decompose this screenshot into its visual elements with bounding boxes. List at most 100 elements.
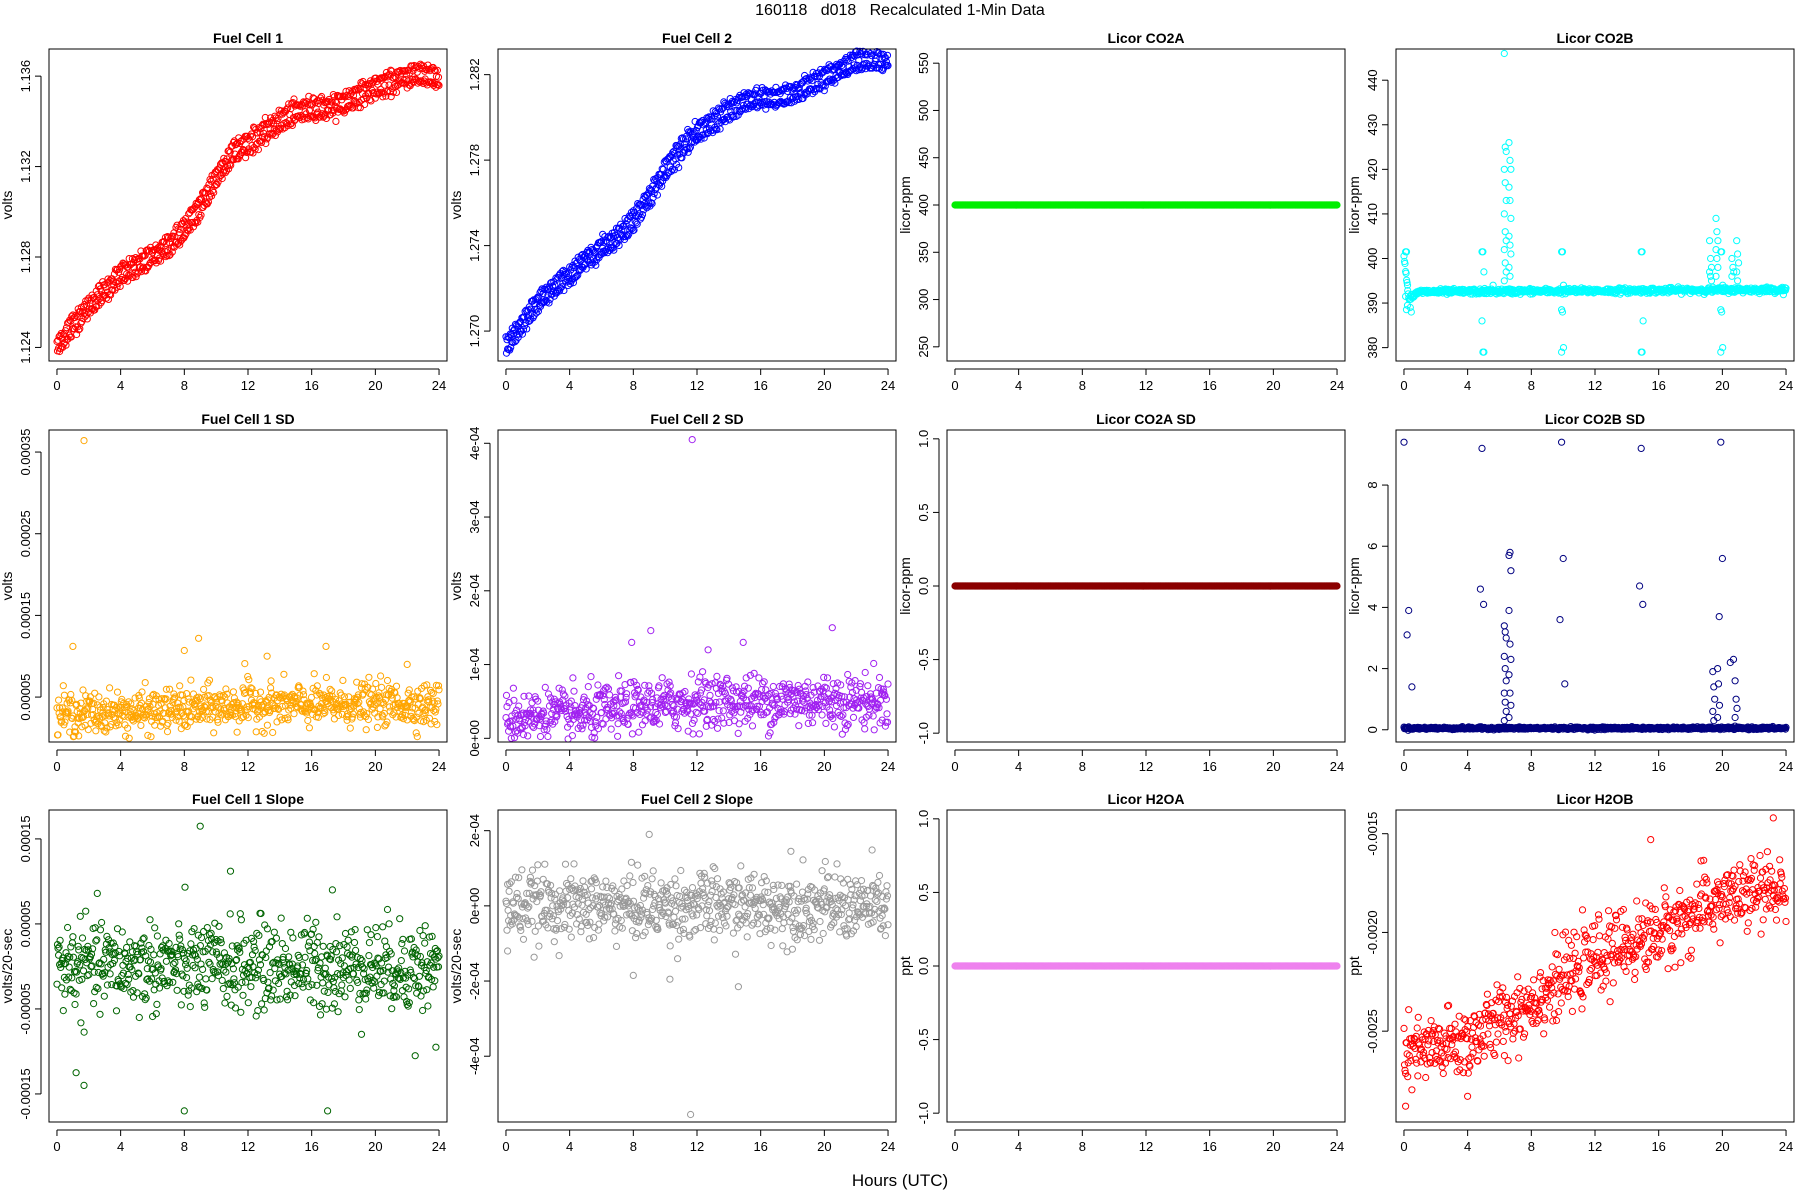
points-fc1sd <box>53 437 443 742</box>
data-point <box>633 220 641 228</box>
x-tick-label: 20 <box>817 378 831 393</box>
data-point <box>284 104 292 112</box>
x-tick-label: 12 <box>1588 378 1602 393</box>
data-point <box>599 230 607 238</box>
data-point <box>857 66 866 74</box>
data-point <box>330 715 338 723</box>
data-point <box>869 712 877 720</box>
data-point <box>615 672 623 680</box>
data-point <box>137 721 145 730</box>
data-point <box>528 699 536 707</box>
data-point <box>744 684 752 692</box>
data-point <box>85 305 94 313</box>
data-point <box>781 81 790 89</box>
data-point <box>784 87 792 96</box>
panel-title: Fuel Cell 1 SD <box>201 411 294 427</box>
data-point <box>675 164 683 172</box>
data-point <box>200 685 208 694</box>
data-point <box>204 198 212 206</box>
data-point <box>1734 277 1742 285</box>
data-point <box>739 638 747 647</box>
data-point <box>884 62 892 70</box>
y-tick-label: 440 <box>1365 69 1380 91</box>
data-point <box>592 261 600 269</box>
data-point <box>346 724 354 732</box>
data-point <box>508 338 516 346</box>
y-tick-label: 410 <box>1365 203 1380 225</box>
data-point <box>822 719 830 728</box>
data-point <box>699 668 707 676</box>
data-point <box>830 723 839 731</box>
data-point <box>288 121 296 130</box>
data-point <box>77 319 85 327</box>
data-point <box>55 696 63 704</box>
data-point <box>688 436 696 444</box>
x-tick-label: 24 <box>881 378 895 393</box>
x-tick-label: 12 <box>241 378 255 393</box>
data-point <box>233 728 241 736</box>
data-point <box>870 659 878 668</box>
data-point <box>163 728 172 736</box>
x-tick-label: 12 <box>690 378 704 393</box>
data-point <box>1500 210 1508 218</box>
x-tick-label: 4 <box>117 378 124 393</box>
data-point <box>223 162 232 170</box>
data-point <box>113 688 122 696</box>
y-tick-label: 420 <box>1365 158 1380 180</box>
data-point <box>618 226 626 234</box>
data-point <box>167 244 175 252</box>
y-tick-label: 2e-04 <box>467 574 482 607</box>
data-point <box>296 113 304 122</box>
data-point <box>157 257 165 265</box>
data-point <box>678 134 687 142</box>
data-point <box>714 104 723 112</box>
data-point <box>1734 250 1742 258</box>
data-point <box>1728 254 1736 263</box>
data-point <box>248 133 257 141</box>
x-tick-label: 0 <box>1400 378 1407 393</box>
data-point <box>686 129 694 137</box>
data-point <box>510 329 518 337</box>
data-point <box>208 192 216 200</box>
data-point <box>526 305 535 313</box>
data-point <box>1505 139 1513 147</box>
data-point <box>1713 228 1721 236</box>
data-point <box>317 111 325 119</box>
data-point <box>349 104 357 112</box>
data-point <box>413 733 421 741</box>
panel-title: Fuel Cell 2 SD <box>650 411 743 427</box>
data-point <box>809 719 817 727</box>
data-point <box>392 88 401 97</box>
data-point <box>210 729 218 737</box>
x-tick-label: 0 <box>502 378 509 393</box>
data-point <box>75 326 83 334</box>
data-point <box>771 88 779 97</box>
data-point <box>113 283 121 291</box>
data-point <box>734 729 742 738</box>
data-point <box>354 104 362 112</box>
data-point <box>263 721 271 729</box>
data-point <box>541 683 549 692</box>
data-point <box>1714 263 1722 271</box>
y-axis-label: volts <box>0 572 15 601</box>
data-point <box>584 683 592 691</box>
y-tick-label: 250 <box>916 336 931 358</box>
data-point <box>274 114 282 123</box>
data-point <box>795 722 803 730</box>
figure-title: 160118 d018 Recalculated 1-Min Data <box>755 2 1045 19</box>
data-point <box>713 672 721 681</box>
data-point <box>252 728 260 736</box>
data-point <box>697 135 705 143</box>
data-point <box>507 343 515 351</box>
data-point <box>630 226 638 234</box>
x-tick-label: 8 <box>630 759 637 774</box>
data-point <box>73 330 81 339</box>
x-tick-label: 20 <box>368 759 382 774</box>
data-point <box>305 724 313 732</box>
data-point <box>176 225 184 233</box>
y-tick-label: 0.00025 <box>18 510 33 557</box>
data-point <box>195 634 203 642</box>
